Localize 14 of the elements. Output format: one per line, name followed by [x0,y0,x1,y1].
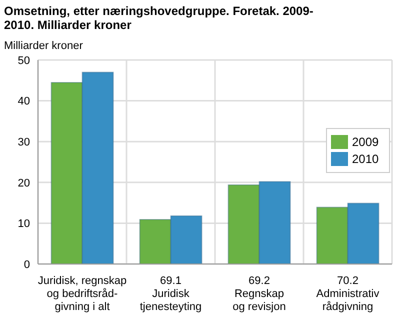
y-tick-label: 20 [18,177,30,190]
legend-label: 2010 [352,152,379,166]
y-tick-label: 10 [18,218,30,230]
x-tick-label: 69.1 Juridisk tjenesteyting [140,275,202,313]
y-tick-label: 50 [18,54,30,67]
y-tick-label: 30 [18,136,30,149]
y-tick-label: 40 [18,96,30,108]
y-axis-title: Milliarder kroner [4,40,83,52]
y-tick-label: 0 [24,258,30,271]
x-tick-label: 69.2 Regnskap og revisjon [232,275,286,313]
x-tick-label: 70.2 Administrativ rådgivning [316,275,380,313]
legend-label: 2009 [352,135,379,149]
chart-title: Omsetning, etter næringshovedgruppe. Foretak. 2009-2010. Milliarder kroner [4,4,314,32]
x-tick-label: Juridisk, regnskap og bedriftsråd- givning i alt [38,275,127,313]
